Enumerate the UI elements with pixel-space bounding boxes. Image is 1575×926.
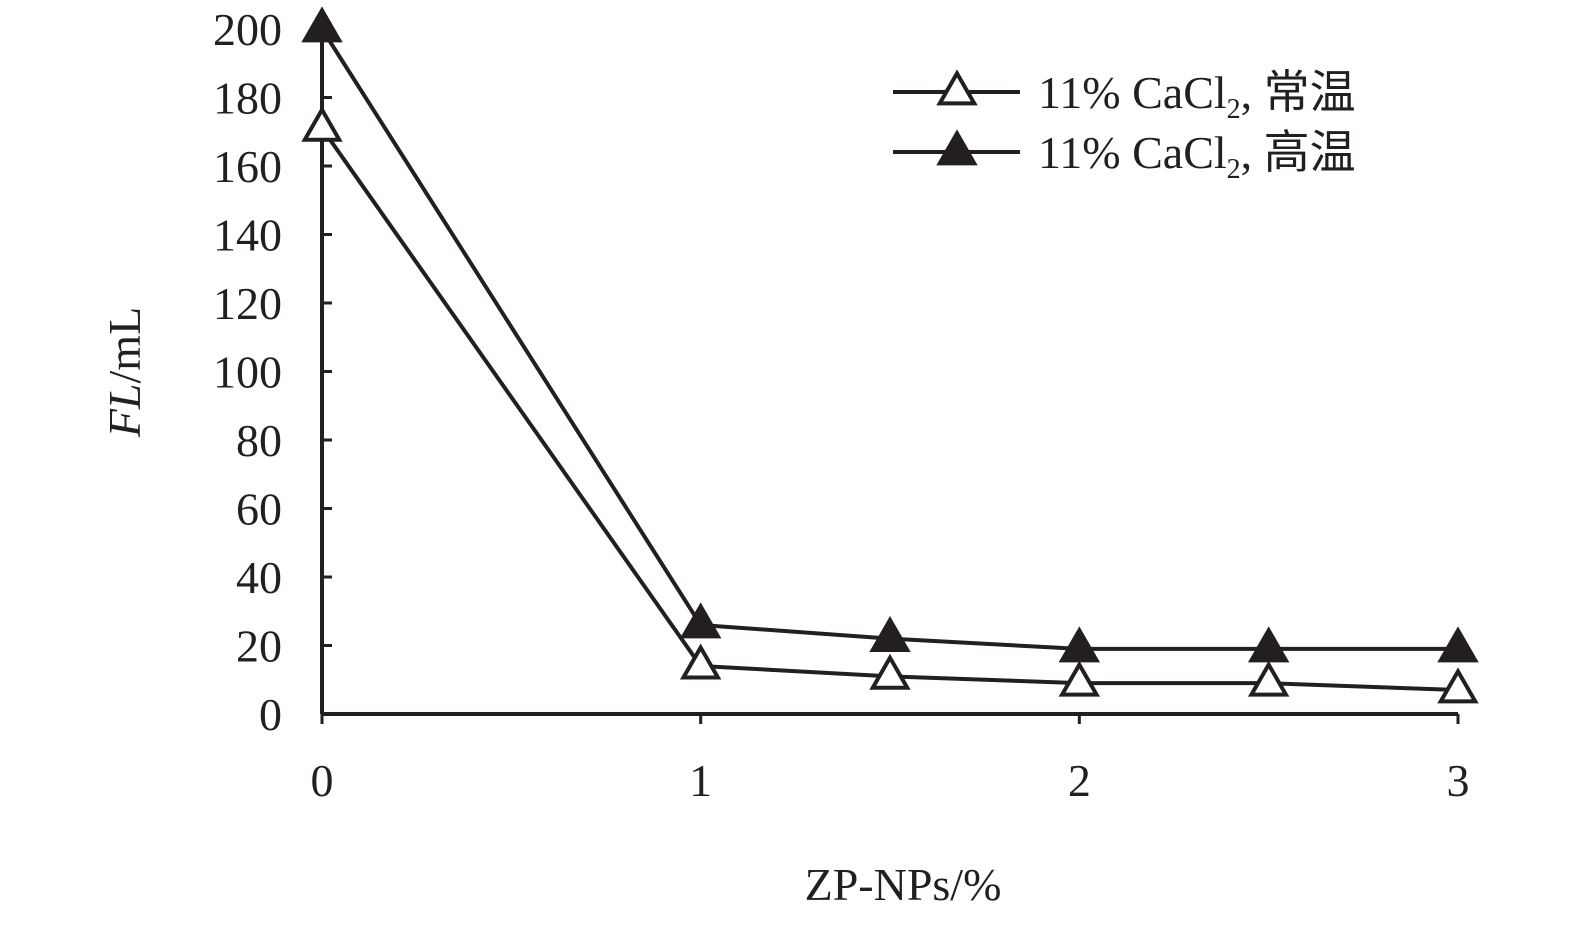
y-tick-label-4: 80	[236, 415, 282, 466]
series-1-point-2	[869, 616, 911, 653]
series-0-point-4	[1247, 660, 1290, 697]
legend-marker-0	[936, 69, 978, 106]
legend-entry-1: 11% CaCl2, 高温	[893, 127, 1356, 185]
y-axis-title: FL/mL	[99, 307, 150, 438]
x-tick-label-1: 1	[689, 755, 712, 806]
legend-label-0: 11% CaCl2, 常温	[1038, 67, 1356, 125]
series-1-point-4	[1247, 626, 1290, 663]
series-1-point-0	[301, 6, 343, 43]
series-layer	[301, 6, 1479, 704]
series-1	[301, 6, 1479, 663]
y-tick-label-3: 60	[236, 484, 282, 535]
x-tick-label-0: 0	[311, 755, 334, 806]
x-tick-label-3: 3	[1447, 755, 1470, 806]
y-tick-label-7: 140	[213, 210, 282, 261]
series-1-point-1	[679, 602, 722, 639]
legend-label-tail-1: , 高温	[1241, 127, 1356, 178]
series-0-line	[320, 127, 1459, 693]
legend-marker-1	[936, 129, 978, 166]
y-tick-label-6: 120	[213, 278, 282, 329]
legend-label-1: 11% CaCl2, 高温	[1038, 127, 1356, 185]
y-tick-label-0: 0	[259, 689, 282, 740]
y-tick-label-8: 160	[213, 141, 282, 192]
series-0-point-1	[679, 643, 722, 680]
series-0-point-2	[869, 653, 911, 690]
series-1-point-3	[1058, 626, 1101, 663]
y-tick-label-2: 40	[236, 552, 282, 603]
y-axis-title-unit: /mL	[99, 307, 150, 384]
y-tick-label-10: 200	[213, 4, 282, 55]
legend-entry-0: 11% CaCl2, 常温	[893, 67, 1356, 125]
legend-label-main-1: 11% CaCl	[1038, 127, 1227, 178]
y-tick-label-9: 180	[213, 73, 282, 124]
legend-label-sub-1: 2	[1227, 154, 1241, 185]
series-1-line	[320, 27, 1458, 651]
legend-label-main-0: 11% CaCl	[1038, 67, 1227, 118]
series-0-point-0	[301, 105, 343, 142]
series-0-point-3	[1058, 660, 1101, 697]
y-axis-title-italic: FL	[99, 383, 150, 438]
y-tick-label-1: 20	[236, 621, 282, 672]
x-tick-label-2: 2	[1068, 755, 1091, 806]
series-1-point-5	[1437, 626, 1479, 663]
legend-label-sub-0: 2	[1227, 94, 1241, 125]
legend-label-tail-0: , 常温	[1241, 67, 1356, 118]
y-tick-label-5: 100	[213, 347, 282, 398]
x-axis-title: ZP-NPs/%	[805, 859, 1002, 910]
tick-labels: 0 20 40 60 80 100 120 140 160 180 200 0 1 2 3	[213, 4, 1470, 806]
series-0	[301, 105, 1479, 704]
series-0-point-5	[1437, 667, 1479, 704]
